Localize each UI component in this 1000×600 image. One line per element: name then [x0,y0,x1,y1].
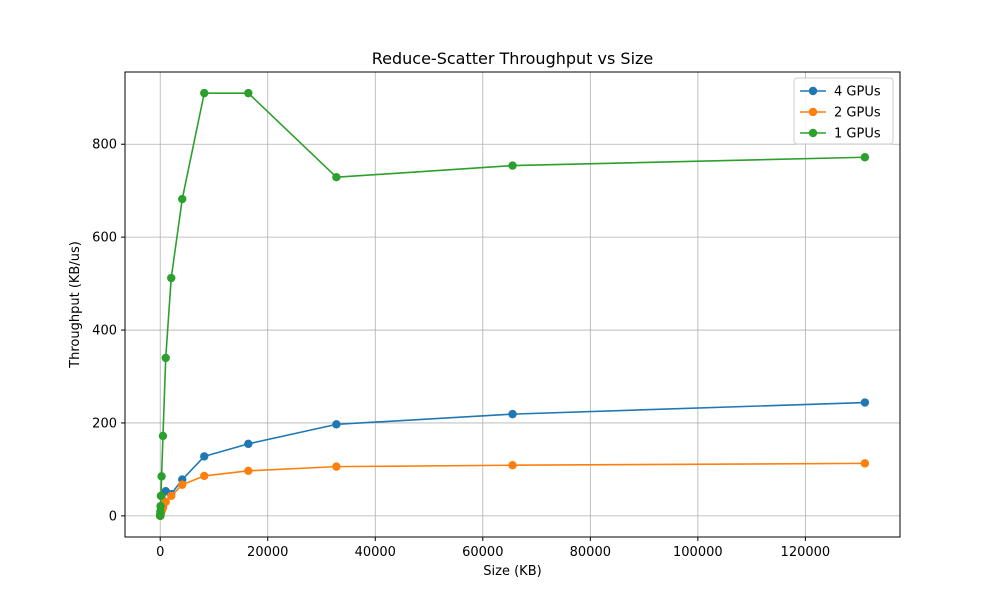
legend-marker [808,107,818,117]
grid-layer [125,72,900,537]
legend-frame [793,77,894,145]
legend-marker [808,128,818,138]
data-point [167,491,176,501]
legend-marker [808,86,818,96]
ticks-layer: 0 20000 40000 60000 80000 100000 120000 0 200 400… [92,138,830,560]
data-point [860,153,870,162]
data-point [156,491,166,501]
y-tick-label: 0 [109,509,117,524]
y-tick-label: 800 [92,138,117,153]
x-tick-label: 0 [156,545,164,560]
x-tick-label: 100000 [673,545,723,560]
x-axis-label: Size (KB) [483,564,541,579]
data-point [244,466,253,476]
data-point [167,273,176,283]
data-point [332,173,341,182]
data-point [332,420,341,429]
data-point [157,472,166,481]
y-tick-label: 400 [92,324,117,339]
legend-label: 4 GPUs [834,85,881,100]
data-point [332,462,341,471]
data-point [158,431,168,441]
data-point [860,398,870,407]
series-layer [156,88,870,521]
y-axis-label: Throughput (KB/us) [68,241,83,369]
x-tick-label: 80000 [570,545,611,560]
data-point [200,88,209,98]
data-point [178,194,187,204]
data-point [860,459,870,468]
x-tick-label: 60000 [462,545,503,560]
x-tick-label: 20000 [247,545,288,560]
legend-label: 1 GPUs [834,127,881,142]
data-point [161,353,170,363]
data-point [508,161,517,170]
data-point [244,439,253,449]
legend-label: 2 GPUs [834,106,881,121]
data-point [200,452,209,461]
data-point [178,480,187,489]
data-point [200,471,209,481]
data-point [244,88,253,98]
y-tick-label: 200 [92,416,117,431]
data-point [508,409,517,419]
x-tick-label: 40000 [355,545,396,560]
y-tick-label: 600 [92,231,117,246]
legend: 4 GPUs 2 GPUs 1 GPUs [793,77,894,145]
chart-title: Reduce-Scatter Throughput vs Size [372,49,654,68]
x-tick-label: 120000 [781,545,831,560]
plot-frame [124,71,901,538]
data-point [508,461,517,470]
data-point [156,501,165,511]
